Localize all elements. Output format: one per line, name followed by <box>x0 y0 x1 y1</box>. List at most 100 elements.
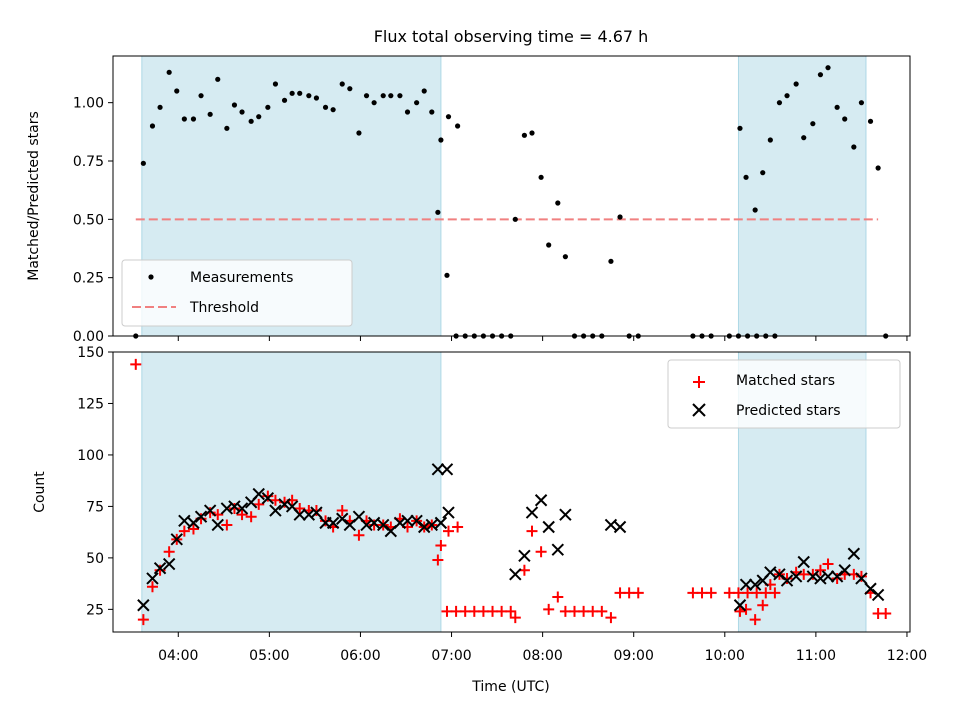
measurement-point <box>538 174 544 180</box>
predicted-star-marker <box>780 574 794 587</box>
y-tick-label: 0.75 <box>73 154 104 170</box>
matched-star-marker <box>245 511 257 523</box>
measurements-legend-label: Measurements <box>190 270 293 286</box>
observing-interval-band <box>737 55 867 337</box>
measurement-point <box>248 118 254 124</box>
predicted-star-marker <box>194 510 208 523</box>
bottom-y-ticks: 25 50 75 100 125 150 <box>77 345 113 618</box>
measurement-point <box>404 109 411 115</box>
matched-star-marker <box>705 587 717 599</box>
bottom-axes-frame <box>112 351 911 633</box>
predicted-star-marker <box>137 599 150 612</box>
predicted-star-marker <box>838 564 851 577</box>
threshold-legend-label: Threshold <box>189 300 259 316</box>
measurement-point <box>371 100 377 106</box>
matched-star-marker <box>294 502 306 514</box>
measurement-point <box>867 118 874 124</box>
measurement-point <box>380 93 386 99</box>
matched-star-marker <box>526 525 538 537</box>
matched-star-marker <box>814 564 826 576</box>
predicted-star-marker <box>525 506 539 519</box>
predicted-star-marker <box>261 491 275 505</box>
measurement-point <box>562 254 568 260</box>
y-tick-label: 0.00 <box>73 329 104 345</box>
predicted-star-marker <box>360 518 373 532</box>
matched-star-marker <box>154 564 166 576</box>
measurement-point <box>438 137 444 143</box>
measurement-point <box>435 209 441 215</box>
predicted-star-marker <box>551 543 565 556</box>
matched-star-marker <box>769 587 781 599</box>
x-tick-label: 04:00 <box>158 648 198 664</box>
predicted-star-marker <box>278 498 291 511</box>
measurement-point <box>231 102 238 108</box>
matched-star-marker <box>596 605 608 617</box>
predicted-star-marker <box>764 566 777 579</box>
y-tick-label: 25 <box>86 602 104 618</box>
matched-star-marker <box>320 515 332 527</box>
predicted-star-marker <box>393 516 407 530</box>
measurement-point <box>174 88 180 94</box>
measurement-point <box>157 104 163 110</box>
matched-star-marker <box>221 519 233 531</box>
matched-star-marker <box>262 490 274 502</box>
matched-legend-label: Matched stars <box>736 373 835 389</box>
measurement-point <box>289 90 295 96</box>
x-tick-label: 12:00 <box>887 648 927 664</box>
predicted-star-marker <box>418 520 431 534</box>
measurement-point <box>272 81 279 87</box>
measurement-point <box>767 137 773 143</box>
predicted-star-marker <box>871 588 885 602</box>
predicted-star-marker <box>733 599 747 612</box>
y-tick-label: 1.00 <box>73 96 104 112</box>
predicted-star-marker <box>442 506 455 519</box>
predicted-star-marker <box>559 508 572 521</box>
matched-star-marker <box>880 607 892 619</box>
matched-star-marker <box>253 498 265 510</box>
measurement-point <box>445 114 452 120</box>
measurement-point <box>810 121 816 127</box>
measurement-point <box>444 272 450 278</box>
predicted-star-marker <box>855 572 868 585</box>
predicted-star-marker <box>410 514 423 528</box>
measurement-point <box>421 88 427 94</box>
matched-star-marker <box>632 587 644 599</box>
predicted-star-marker <box>847 547 861 560</box>
top-y-ticks: 0.00 0.25 0.50 0.75 1.00 <box>73 96 113 345</box>
predicted-star-marker <box>146 572 159 585</box>
predicted-star-marker <box>162 557 176 571</box>
matched-star-marker <box>734 605 746 617</box>
measurement-point <box>737 125 743 131</box>
top-legend: Measurements Threshold <box>121 259 353 327</box>
measurement-point <box>875 165 881 171</box>
predicted-star-marker <box>542 520 555 534</box>
matched-star-marker <box>505 605 517 617</box>
matched-star-marker <box>178 525 190 537</box>
predicted-star-marker <box>821 570 835 583</box>
matched-star-marker <box>831 572 843 584</box>
measurement-point <box>140 160 146 166</box>
measurement-point <box>224 125 230 131</box>
matched-star-marker <box>353 529 365 541</box>
predicted-star-marker <box>228 500 241 513</box>
measurement-point <box>834 104 840 110</box>
predicted-star-marker <box>269 504 282 517</box>
predicted-star-marker <box>336 512 349 525</box>
measurement-point <box>297 90 303 96</box>
matched-star-marker <box>432 554 444 566</box>
bottom-legend-box <box>667 359 901 429</box>
predicted-star-marker <box>613 520 627 534</box>
measurement-point <box>207 111 213 117</box>
matched-star-marker <box>187 523 199 535</box>
matched-star-marker <box>509 612 521 624</box>
predicted-star-marker <box>604 518 618 532</box>
flux-ratio-panel: Flux total observing time = 4.67 h 0.000… <box>26 27 911 345</box>
measurement-point <box>842 116 848 122</box>
measurement-point <box>455 123 461 129</box>
top-y-axis-label: Matched/Predicted stars <box>26 111 42 281</box>
matched-star-marker <box>552 591 564 603</box>
measurement-point <box>784 93 790 99</box>
measurement-point <box>858 100 865 106</box>
predicted-star-marker <box>739 578 753 591</box>
predicted-star-marker <box>434 516 448 530</box>
